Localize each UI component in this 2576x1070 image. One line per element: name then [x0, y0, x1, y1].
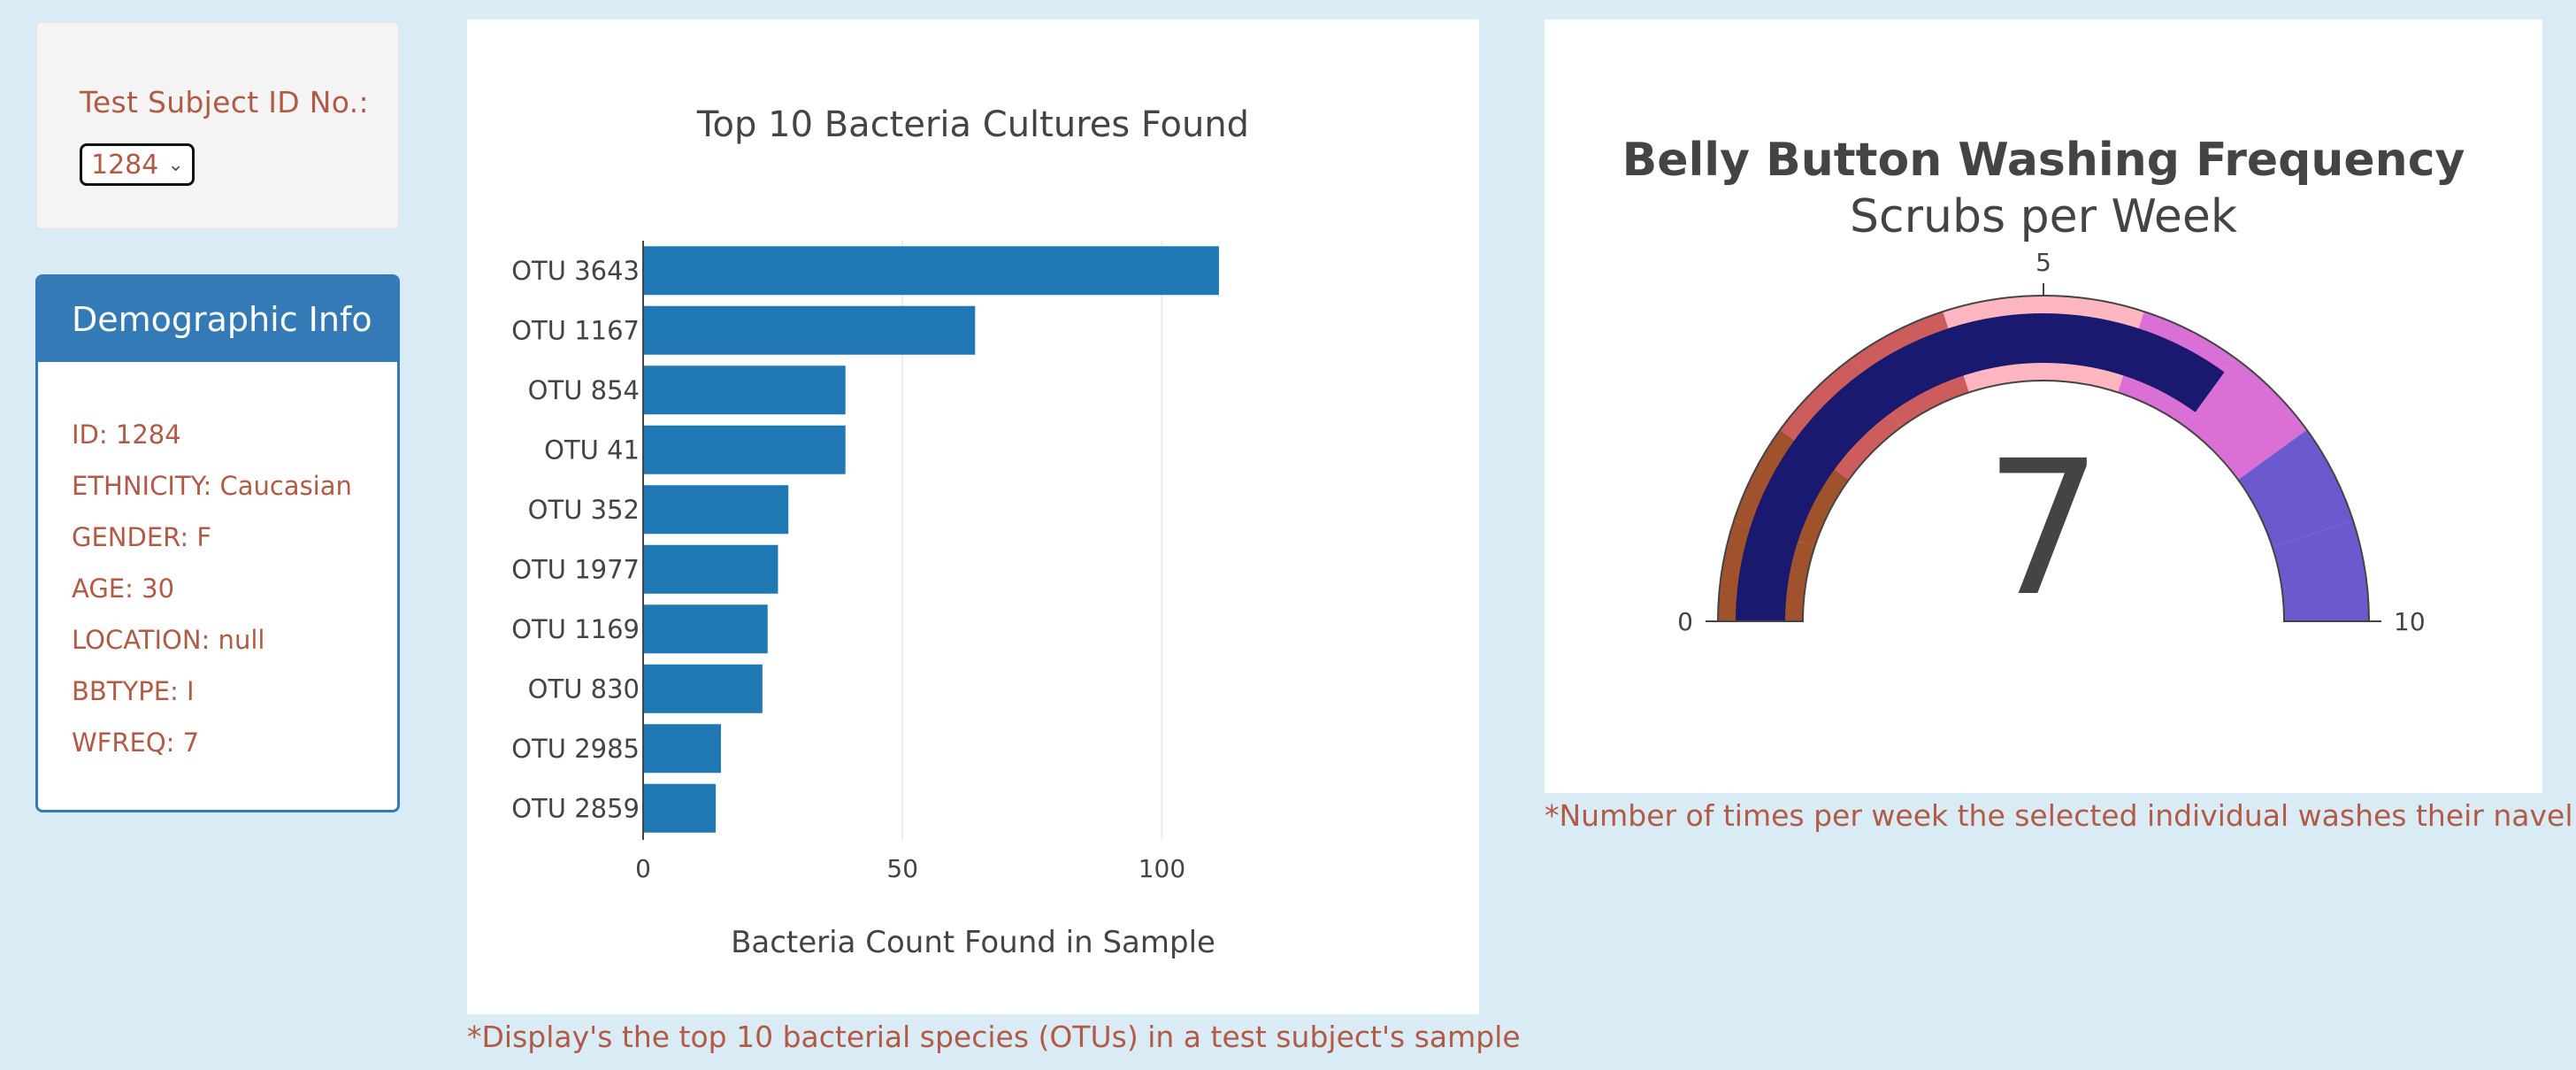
bar-otu-352 — [643, 485, 789, 535]
y-tick-label: OTU 2985 — [511, 734, 640, 764]
demographic-item-location: LOCATION: null — [72, 625, 265, 655]
bar-chart: Top 10 Bacteria Cultures Found 0 50 100 OTU … — [511, 104, 1249, 960]
x-axis-label: Bacteria Count Found in Sample — [731, 925, 1215, 960]
subject-selector-well: Test Subject ID No.: 1284 ⌄ — [35, 21, 400, 230]
gauge-value-number: 7 — [1984, 420, 2103, 637]
y-tick-label: OTU 1167 — [511, 315, 640, 345]
demographic-info-heading: Demographic Info — [38, 277, 397, 362]
bar-otu-1169 — [643, 604, 768, 654]
demographic-item-gender: GENDER: F — [72, 522, 212, 552]
demographic-info-list: ID: 1284 ETHNICITY: Caucasian GENDER: F … — [72, 419, 352, 778]
x-tick-label: 50 — [886, 854, 918, 883]
demographic-item-wfreq: WFREQ: 7 — [72, 727, 200, 758]
y-tick-label: OTU 1169 — [511, 614, 640, 644]
y-tick-label: OTU 1977 — [511, 554, 640, 584]
y-tick-label: OTU 41 — [544, 435, 640, 465]
gauge-subtitle: Scrubs per Week — [1850, 190, 2237, 243]
bar-chart-title: Top 10 Bacteria Cultures Found — [696, 104, 1249, 145]
y-tick-label: OTU 3643 — [511, 256, 640, 286]
gauge-step — [2184, 358, 2307, 481]
bar-otu-1167 — [643, 305, 976, 355]
gauge-chart-caption: *Number of times per week the selected i… — [1545, 798, 2573, 833]
demographic-item-ethnicity: ETHNICITY: Caucasian — [72, 471, 352, 501]
bar-otu-3643 — [643, 246, 1219, 296]
gauge-step — [2272, 520, 2369, 621]
bar-chart-panel: Top 10 Bacteria Cultures Found 0 50 100 OTU … — [467, 19, 1479, 1014]
bar-otu-2859 — [643, 783, 717, 833]
y-tick-label: OTU 352 — [528, 495, 640, 525]
bar-otu-830 — [643, 664, 763, 713]
gauge-title: Belly Button Washing Frequency — [1622, 134, 2465, 187]
subject-id-selected-value: 1284 — [91, 149, 159, 181]
demographic-item-id: ID: 1284 — [72, 420, 181, 450]
gauge-tick-label: 0 — [1677, 607, 1693, 636]
gauge-chart-panel: Belly Button Washing Frequency Scrubs per… — [1545, 19, 2542, 793]
gauge-value-bar — [1736, 313, 2225, 621]
y-tick-label: OTU 854 — [528, 375, 640, 405]
chevron-down-icon: ⌄ — [167, 153, 184, 176]
subject-id-label: Test Subject ID No.: — [80, 85, 369, 119]
gauge-outline — [1716, 295, 2371, 622]
x-tick-label: 100 — [1138, 854, 1185, 883]
bar-otu-1977 — [643, 544, 778, 594]
y-tick-label: OTU 2859 — [511, 793, 640, 823]
gauge-tick-label: 10 — [2394, 607, 2426, 636]
demographic-item-bbtype: BBTYPE: I — [72, 676, 195, 706]
demographic-info-panel: Demographic Info ID: 1284 ETHNICITY: Cau… — [35, 274, 400, 812]
bar-otu-41 — [643, 425, 846, 474]
gauge-tick-label: 5 — [2036, 248, 2051, 277]
bar-otu-2985 — [643, 724, 721, 774]
bar-otu-854 — [643, 366, 846, 415]
subject-id-select[interactable]: 1284 ⌄ — [80, 143, 195, 186]
demographic-item-age: AGE: 30 — [72, 573, 175, 604]
y-tick-label: OTU 830 — [528, 674, 640, 704]
x-tick-label: 0 — [635, 854, 651, 883]
gauge-step — [2238, 429, 2353, 547]
bar-chart-caption: *Display's the top 10 bacterial species … — [467, 1020, 1521, 1054]
